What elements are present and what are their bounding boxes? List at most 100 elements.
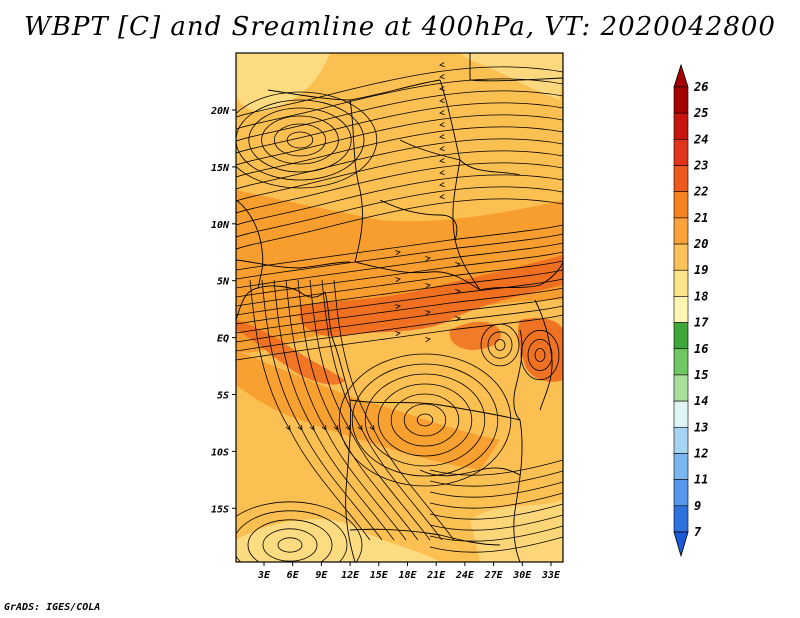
streamline [236,114,563,166]
border-line [236,259,351,269]
streamline [236,242,563,289]
colorbar-label: 24 [693,132,708,146]
streamline [429,470,563,487]
border-line [236,285,326,321]
streamline-arrow [333,424,339,431]
streamline [429,536,563,553]
lat-label: 15S [211,504,229,515]
border-line [379,199,458,241]
lat-label: 20N [210,106,230,117]
streamline [236,162,563,214]
streamline-arrow [395,277,401,283]
streamline [236,287,563,334]
colorbar-label: 18 [694,289,708,303]
colorbar-top-arrow [673,63,689,88]
colorbar-swatch [673,374,689,402]
colorbar-bottom-arrow [673,531,689,558]
streamline-arrow [309,424,315,431]
streamline-arrow [357,424,363,431]
streamline-arrow [439,110,445,116]
border-line [479,261,563,291]
streamline-arrow [439,74,445,80]
streamline [429,459,563,476]
streamline-arrow [425,256,431,262]
colorbar: 26 25 24 23 22 21 20 19 18 17 16 15 14 13 12 11 9 7 [673,63,709,558]
streamline [429,525,563,542]
streamline-loop [236,91,378,189]
lon-label: 24E [455,570,475,581]
streamline-arrow [395,304,401,310]
colorbar-swatch [673,165,689,193]
streamline-loop [390,393,460,447]
streamline [429,481,563,498]
streamline [236,233,563,280]
colorbar-label: 12 [694,446,708,460]
streamline-arrow [395,250,401,256]
streamline-loop [487,331,513,359]
colorbar-label: 9 [694,499,701,513]
lon-label: 3E [257,570,271,581]
streamline-arrow [369,424,375,431]
streamline-arrow [425,283,431,289]
lat-label: 5S [217,391,229,402]
streamline-loop [351,363,499,477]
streamline [236,198,563,250]
border-line [469,53,563,82]
streamline-loop [286,131,314,149]
streamline [236,174,563,226]
colorbar-swatch [673,426,689,454]
streamline-arrow [439,122,445,128]
colorbar-label: 17 [694,316,709,330]
streamline-loop [480,323,520,367]
border-line [324,291,356,562]
lat-label: EQ [217,334,229,345]
border-line [267,79,441,101]
streamline-arrow [439,170,445,176]
colorbar-label: 21 [693,211,708,225]
colorbar-swatch [673,269,689,297]
border-line [236,199,264,289]
colorbar-label: 19 [694,263,708,277]
streamline-arrow [439,98,445,104]
streamline-arrow [395,331,401,337]
colorbar-label: 15 [694,368,708,382]
streamline [236,296,563,343]
lon-label: 18E [398,570,417,581]
warm-region [236,350,500,470]
colorbar-swatch [673,191,689,219]
lon-label: 9E [315,570,328,581]
streamline-arrow [425,310,431,316]
streamline-loop [403,403,447,437]
cool-region [236,519,440,562]
border-line [513,329,523,421]
streamline [236,186,563,238]
border-line [349,399,521,421]
country-borders [236,53,563,562]
streamline-loop [520,329,560,381]
border-line [349,528,501,546]
footer-credit: GrADS: IGES/COLA [4,602,101,613]
colorbar-label: 25 [693,106,708,120]
streamline [236,102,563,154]
streamline-arrow [439,158,445,164]
lon-label: 12E [341,570,360,581]
lon-label: 33E [541,570,561,581]
streamline-arrow [425,337,431,343]
streamline [236,269,563,316]
streamline-loop [416,413,434,427]
border-line [419,467,521,477]
streamline-loop [494,339,506,351]
cool-region [236,53,330,112]
colorbar-swatch [673,243,689,271]
streamline-loop [248,107,352,173]
streamline-arrow [297,424,303,431]
streamline [429,503,563,520]
streamline [236,66,563,118]
map-frame [235,52,564,563]
lon-label: 21E [426,570,446,581]
colorbar-swatch [673,322,689,350]
streamline-loop [534,348,546,362]
streamline-loop [262,528,318,562]
colorbar-label: 13 [694,420,708,434]
